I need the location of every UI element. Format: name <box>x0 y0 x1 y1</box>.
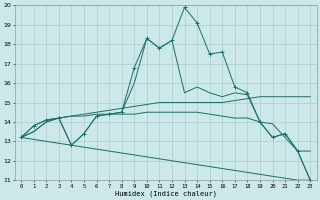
X-axis label: Humidex (Indice chaleur): Humidex (Indice chaleur) <box>115 190 217 197</box>
